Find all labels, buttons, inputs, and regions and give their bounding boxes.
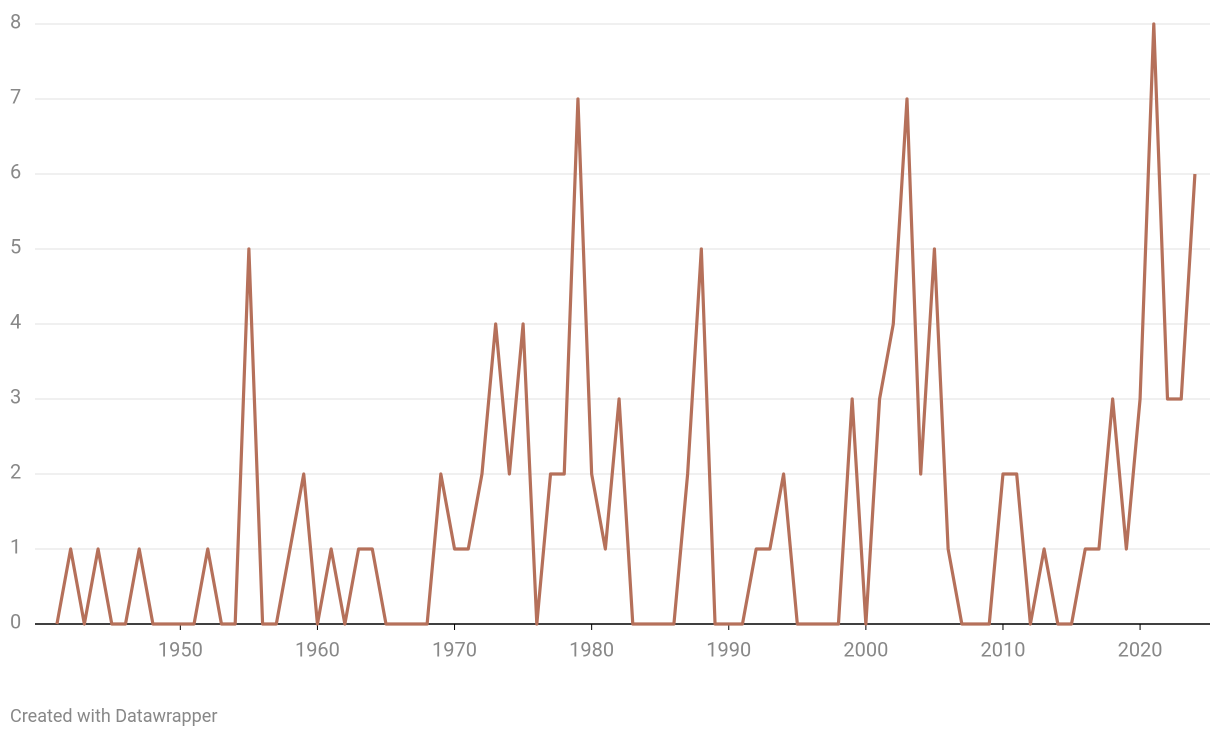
y-tick-label: 5 (10, 234, 21, 258)
y-tick-label: 3 (10, 384, 21, 408)
x-tick-label: 2020 (1118, 637, 1163, 661)
y-tick-label: 6 (10, 159, 21, 183)
y-tick-label: 7 (10, 84, 21, 108)
x-tick-label: 1990 (706, 637, 751, 661)
x-tick-label: 2010 (980, 637, 1025, 661)
x-tick-label: 1960 (295, 637, 340, 661)
marks (55, 22, 1197, 626)
grid (35, 23, 1210, 630)
x-tick-label: 1950 (158, 637, 203, 661)
x-tick-label: 1970 (432, 637, 477, 661)
x-tick-label: 1980 (569, 637, 614, 661)
y-tick-label: 4 (10, 309, 21, 333)
footer: Created with Datawrapper (10, 706, 217, 727)
y-tick-label: 2 (10, 459, 21, 483)
y-tick-label: 0 (10, 609, 21, 633)
line (55, 22, 1197, 626)
y-tick-label: 8 (10, 9, 21, 33)
x-tick-label: 2000 (843, 637, 888, 661)
y-tick-label: 1 (10, 534, 21, 558)
